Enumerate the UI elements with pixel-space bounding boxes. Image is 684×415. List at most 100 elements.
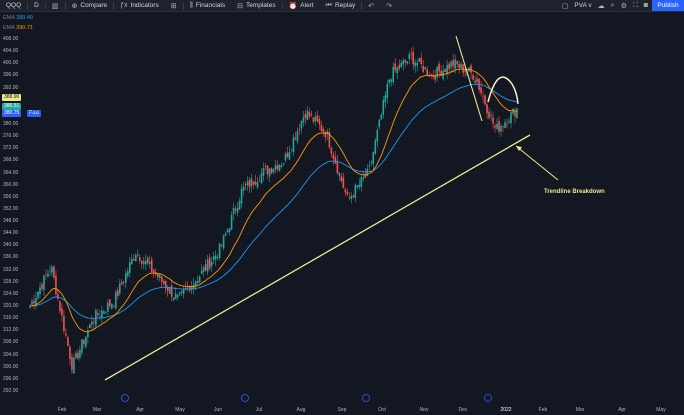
- candle-body: [67, 337, 69, 346]
- price-tick-label: 376.00: [3, 133, 19, 140]
- candle-body: [266, 165, 269, 175]
- fullscreen-icon[interactable]: ⛶: [632, 1, 638, 9]
- candle-body: [372, 151, 375, 164]
- candle-body: [126, 271, 129, 276]
- candle-body: [326, 131, 329, 135]
- candle-body: [262, 168, 265, 176]
- candle-body: [436, 67, 438, 78]
- candle-body: [346, 191, 349, 195]
- candle-body: [480, 87, 482, 94]
- candle-body: [490, 114, 492, 117]
- drawn-arc[interactable]: [487, 76, 519, 105]
- candle-body: [89, 324, 91, 328]
- candle-body: [486, 104, 488, 114]
- layout-name[interactable]: PVA v: [574, 2, 592, 9]
- time-tick-label: Apr: [136, 407, 144, 413]
- ema-slow-row[interactable]: EMA 390.71: [3, 25, 33, 31]
- candle-body: [500, 125, 502, 132]
- candle-body: [75, 352, 77, 358]
- financials-button[interactable]: ⫼ Financials: [189, 1, 226, 10]
- candle-body: [374, 140, 377, 154]
- candle-body: [91, 322, 93, 325]
- candle-body: [150, 259, 153, 272]
- event-markers: [121, 394, 492, 402]
- candle-body: [286, 152, 289, 158]
- candle-body: [392, 66, 395, 83]
- price-tick-label: 364.00: [3, 169, 19, 176]
- trendline[interactable]: [104, 134, 531, 381]
- candle-body: [172, 297, 175, 301]
- candle-body: [53, 266, 55, 278]
- indicators-button[interactable]: ƒx Indicators: [120, 2, 159, 9]
- candle-body: [224, 233, 227, 236]
- settings-icon[interactable]: ⚙: [620, 2, 627, 10]
- camera-icon[interactable]: ◙: [643, 2, 648, 9]
- indicator-legend: EMA 389.40 EMA 390.71: [3, 13, 33, 33]
- separator: [182, 1, 184, 10]
- candle-body: [232, 208, 235, 215]
- time-tick-label: Jun: [214, 407, 222, 413]
- price-tick-label: 328.00: [3, 278, 19, 285]
- candle-body: [434, 75, 436, 80]
- replay-button[interactable]: ⏮ Replay: [325, 1, 356, 10]
- cloud-icon[interactable]: ☁: [597, 2, 605, 10]
- annotation-arrow[interactable]: [515, 145, 559, 181]
- earnings-marker[interactable]: [241, 394, 249, 402]
- price-tick-label: 324.00: [3, 290, 19, 297]
- redo-button[interactable]: ↷: [380, 0, 398, 11]
- candle-body: [396, 67, 399, 74]
- layout-icon[interactable]: ▢: [561, 2, 569, 10]
- candle-body: [470, 65, 472, 73]
- undo-button[interactable]: ↶: [362, 0, 380, 11]
- candle-body: [51, 266, 53, 273]
- candle-body: [386, 83, 389, 99]
- candle-body: [410, 53, 413, 55]
- candle-body: [422, 66, 424, 72]
- search-icon[interactable]: ⌕: [610, 1, 615, 9]
- templates-button[interactable]: ⊟ Templates: [237, 2, 276, 10]
- candle-body: [298, 128, 301, 130]
- candle-body: [496, 123, 498, 129]
- candle-body: [316, 115, 319, 122]
- separator: [44, 1, 46, 10]
- candle-body: [258, 181, 261, 182]
- candle-body: [260, 173, 263, 184]
- time-tick-label: May: [175, 407, 185, 413]
- grid: [28, 38, 684, 392]
- candle-body: [228, 228, 231, 232]
- candle-body: [105, 311, 107, 313]
- candle-body: [178, 292, 181, 295]
- earnings-marker[interactable]: [121, 394, 129, 402]
- candle-body: [334, 157, 337, 164]
- interval-button[interactable]: D: [34, 2, 39, 9]
- compare-button[interactable]: ⊕ Compare: [71, 2, 108, 10]
- candle-body: [252, 181, 255, 185]
- candle-body: [290, 149, 293, 151]
- time-tick-label: Dec: [459, 407, 468, 413]
- bar-style-button[interactable]: ▥: [46, 0, 65, 11]
- candle-body: [73, 357, 75, 374]
- time-tick-label: Mar: [93, 407, 102, 413]
- price-tick-label: 380.00: [3, 121, 19, 127]
- ema-fast-row[interactable]: EMA 389.40: [3, 15, 33, 21]
- time-tick-label: Oct: [378, 407, 386, 413]
- candle-body: [214, 255, 217, 260]
- symbol-search[interactable]: QQQ: [6, 2, 22, 9]
- candle-body: [95, 310, 97, 326]
- drawn-line-top[interactable]: [455, 35, 483, 122]
- candle-body: [103, 311, 105, 314]
- candle-body: [85, 336, 87, 347]
- candle-body: [136, 254, 139, 256]
- time-tick-label: Sep: [338, 407, 347, 413]
- publish-button[interactable]: Publish: [652, 0, 684, 11]
- candle-body: [384, 95, 387, 103]
- earnings-marker[interactable]: [484, 394, 492, 402]
- indicator-templates-button[interactable]: ⊞: [165, 0, 183, 11]
- candle-body: [206, 259, 209, 272]
- candle-body: [37, 291, 39, 299]
- candle-body: [190, 286, 193, 291]
- alert-button[interactable]: ⏰ Alert: [288, 2, 314, 10]
- candle-body: [29, 306, 31, 308]
- earnings-marker[interactable]: [362, 394, 370, 402]
